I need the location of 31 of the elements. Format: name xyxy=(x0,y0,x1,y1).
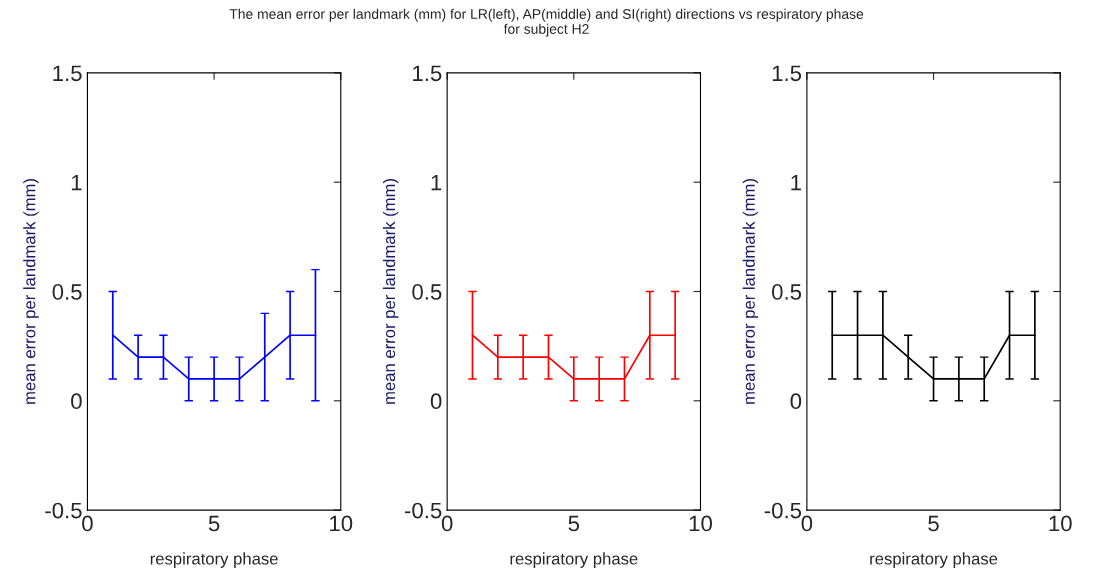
y-tick-label: 0 xyxy=(71,393,82,410)
y-axis-title: mean error per landmark (mm) xyxy=(382,179,399,404)
x-tick-label: 10 xyxy=(1049,515,1072,532)
y-tick-label: 0.5 xyxy=(412,284,442,300)
x-tick-label: 0 xyxy=(801,515,813,532)
x-tick-label: 10 xyxy=(689,515,712,532)
x-tick-label: 5 xyxy=(208,515,220,532)
y-tick-label: 1.5 xyxy=(413,65,442,82)
x-tick-label: 5 xyxy=(568,515,580,532)
x-axis-title: respiratory phase xyxy=(150,552,278,568)
y-axis-title: mean error per landmark (mm) xyxy=(742,179,759,404)
y-tick-label: 0.5 xyxy=(52,284,82,300)
y-tick-label: -0.5 xyxy=(45,502,82,519)
x-tick-label: 0 xyxy=(82,515,93,532)
y-tick-label: 0 xyxy=(430,393,442,410)
y-tick-label: 1 xyxy=(431,174,442,191)
x-tick-label: 10 xyxy=(330,515,353,532)
y-tick-label: 0.5 xyxy=(772,284,802,300)
y-tick-label: 1.5 xyxy=(772,65,802,82)
y-tick-label: -0.5 xyxy=(405,502,442,519)
x-tick-label: 0 xyxy=(441,515,453,532)
y-tick-label: 1.5 xyxy=(53,65,82,82)
y-tick-label: -0.5 xyxy=(764,502,802,519)
x-axis-title: respiratory phase xyxy=(870,552,998,568)
y-tick-label: 1 xyxy=(71,174,82,191)
y-axis-title: mean error per landmark (mm) xyxy=(23,179,39,404)
x-axis-title: respiratory phase xyxy=(510,552,638,568)
y-tick-label: 0 xyxy=(790,393,802,410)
x-tick-label: 5 xyxy=(928,515,939,532)
y-tick-label: 1 xyxy=(791,174,801,191)
text: The mean error per landmark (mm) for LR(left), AP(middle) and SI(right) directions vs respiratory phase for subject H2 xyxy=(229,8,864,37)
